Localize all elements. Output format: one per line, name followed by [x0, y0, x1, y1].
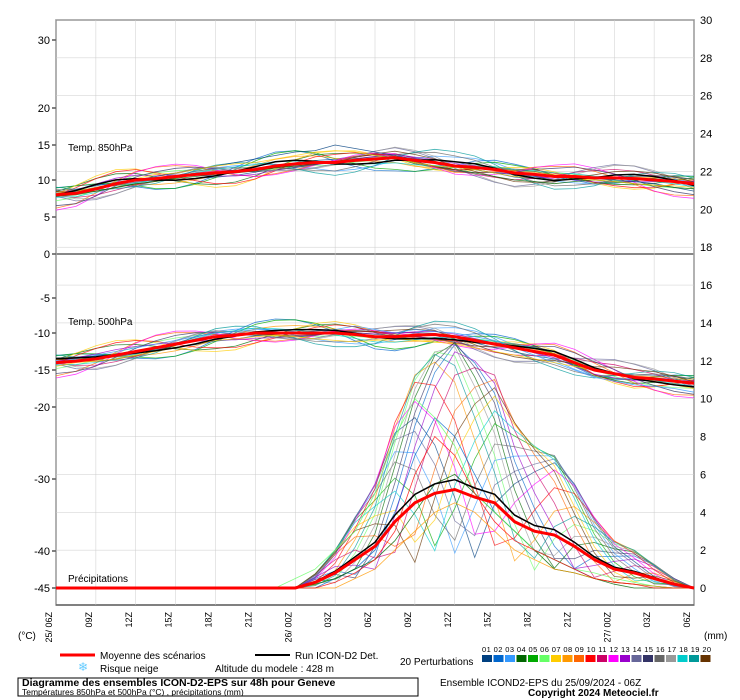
svg-text:Températures 850hPa et 500hPa: Températures 850hPa et 500hPa (°C) , pré… [22, 687, 244, 697]
svg-text:20: 20 [700, 204, 712, 216]
svg-text:22: 22 [700, 166, 712, 178]
svg-text:20 Perturbations: 20 Perturbations [400, 657, 473, 668]
svg-text:-5: -5 [40, 293, 50, 305]
label-temp850: Temp. 850hPa [68, 143, 133, 154]
svg-text:Run ICON-D2 Det.: Run ICON-D2 Det. [295, 651, 378, 662]
svg-text:Copyright 2024 Meteociel.fr: Copyright 2024 Meteociel.fr [528, 688, 659, 699]
svg-text:5: 5 [44, 212, 50, 224]
svg-text:Altitude du modele : 428 m: Altitude du modele : 428 m [215, 664, 334, 675]
svg-text:21Z: 21Z [243, 612, 253, 628]
svg-text:Moyenne des scénarios: Moyenne des scénarios [100, 651, 206, 662]
svg-text:(°C): (°C) [18, 631, 36, 642]
svg-text:20: 20 [38, 103, 50, 115]
svg-text:0: 0 [700, 583, 706, 595]
svg-text:-15: -15 [34, 365, 50, 377]
label-precip: Précipitations [68, 574, 128, 585]
svg-text:2: 2 [700, 545, 706, 557]
chart-container: 3028262422201816141210864203020151050-5-… [0, 0, 740, 700]
svg-text:27/ 00Z: 27/ 00Z [602, 612, 612, 643]
svg-text:8: 8 [700, 432, 706, 444]
svg-text:12Z: 12Z [443, 612, 453, 628]
svg-text:12Z: 12Z [124, 612, 134, 628]
svg-text:15: 15 [38, 140, 50, 152]
svg-text:-40: -40 [34, 546, 50, 558]
svg-text:09Z: 09Z [84, 612, 94, 628]
svg-text:10: 10 [700, 394, 712, 406]
svg-text:18Z: 18Z [523, 612, 533, 628]
svg-text:Risque neige: Risque neige [100, 664, 159, 675]
svg-text:16: 16 [700, 280, 712, 292]
svg-text:06Z: 06Z [363, 612, 373, 628]
svg-text:(mm): (mm) [704, 631, 727, 642]
svg-text:15Z: 15Z [483, 612, 493, 628]
svg-text:-10: -10 [34, 328, 50, 340]
ensemble-chart: 3028262422201816141210864203020151050-5-… [0, 0, 740, 700]
label-temp500: Temp. 500hPa [68, 317, 133, 328]
svg-text:30: 30 [700, 15, 712, 27]
svg-text:01 02 03 04 05 06 07 08 09 10: 01 02 03 04 05 06 07 08 09 10 11 12 13 1… [482, 645, 711, 654]
svg-text:6: 6 [700, 469, 706, 481]
svg-text:-20: -20 [34, 402, 50, 414]
svg-text:24: 24 [700, 129, 712, 141]
svg-text:06Z: 06Z [682, 612, 692, 628]
svg-text:03Z: 03Z [642, 612, 652, 628]
svg-text:10: 10 [38, 175, 50, 187]
svg-text:4: 4 [700, 507, 706, 519]
svg-text:0: 0 [44, 249, 50, 261]
svg-text:30: 30 [38, 35, 50, 47]
svg-text:18Z: 18Z [204, 612, 214, 628]
svg-text:-45: -45 [34, 583, 50, 595]
svg-text:❄: ❄ [78, 660, 88, 674]
svg-text:18: 18 [700, 242, 712, 254]
svg-text:28: 28 [700, 53, 712, 65]
svg-text:09Z: 09Z [403, 612, 413, 628]
svg-text:15Z: 15Z [164, 612, 174, 628]
svg-text:21Z: 21Z [562, 612, 572, 628]
svg-text:14: 14 [700, 318, 712, 330]
svg-text:12: 12 [700, 356, 712, 368]
svg-text:25/ 06Z: 25/ 06Z [44, 612, 54, 643]
svg-text:03Z: 03Z [323, 612, 333, 628]
svg-text:26: 26 [700, 91, 712, 103]
svg-text:26/ 00Z: 26/ 00Z [283, 612, 293, 643]
svg-text:-30: -30 [34, 474, 50, 486]
